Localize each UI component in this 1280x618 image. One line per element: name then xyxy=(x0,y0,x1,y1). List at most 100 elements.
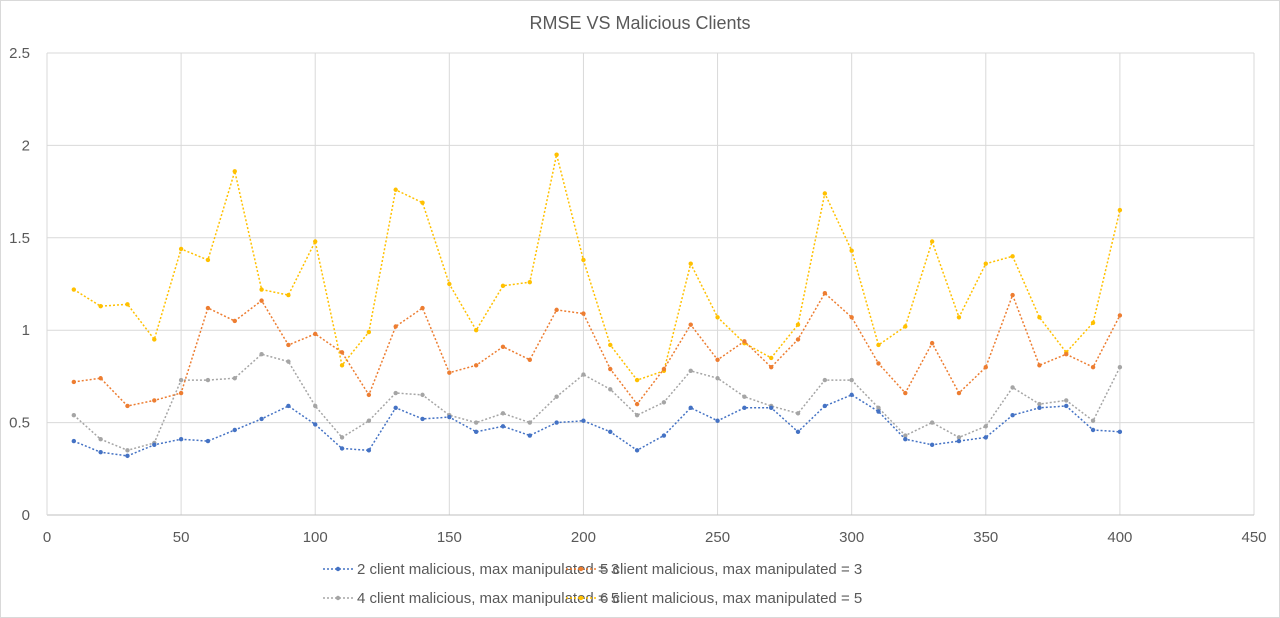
data-point xyxy=(661,433,667,438)
data-point xyxy=(1010,413,1015,418)
data-point xyxy=(473,420,479,425)
data-point xyxy=(259,352,264,357)
data-point xyxy=(178,246,184,252)
legend-entry-3: 4 client malicious, max manipulated = 5 xyxy=(323,590,619,607)
chart-title: RMSE VS Malicious Clients xyxy=(529,13,750,33)
data-point xyxy=(1037,405,1042,411)
data-point xyxy=(1064,403,1069,409)
data-point xyxy=(205,305,211,311)
data-point xyxy=(769,364,774,370)
data-point xyxy=(822,403,828,409)
data-point xyxy=(795,322,801,327)
x-tick-label: 300 xyxy=(839,529,864,546)
data-point xyxy=(581,418,586,423)
data-point xyxy=(152,398,157,403)
legend-swatch-marker xyxy=(335,595,341,601)
data-point xyxy=(71,413,77,418)
data-point xyxy=(742,394,747,399)
legend-label: 6 client malicious, max manipulated = 5 xyxy=(600,590,862,607)
data-point xyxy=(634,401,640,407)
data-point xyxy=(903,324,908,329)
data-point xyxy=(849,315,854,320)
data-point xyxy=(554,152,559,157)
data-point xyxy=(500,344,506,350)
data-point xyxy=(473,429,479,435)
y-tick-label: 0.5 xyxy=(9,415,30,432)
data-point xyxy=(581,311,586,316)
y-tick-label: 0 xyxy=(22,507,30,524)
data-point xyxy=(661,400,667,405)
legend-entry-2: 5 client malicious, max manipulated = 3 xyxy=(566,561,862,578)
data-point xyxy=(1117,429,1123,435)
data-point xyxy=(1037,315,1042,320)
series-4 xyxy=(71,152,1123,383)
data-point xyxy=(634,377,640,383)
legend-swatch-marker xyxy=(578,595,584,601)
series-line xyxy=(73,353,1121,452)
data-point xyxy=(393,324,398,329)
data-point xyxy=(420,200,425,205)
series-line xyxy=(73,154,1121,381)
data-point xyxy=(420,392,425,398)
legend-entry-4: 6 client malicious, max manipulated = 5 xyxy=(566,590,862,607)
data-point xyxy=(929,340,935,346)
data-point xyxy=(339,446,345,451)
data-point xyxy=(313,239,318,244)
data-point xyxy=(473,363,479,368)
data-point xyxy=(715,376,720,381)
data-point xyxy=(420,416,425,422)
data-point xyxy=(1010,292,1015,298)
data-point xyxy=(1064,352,1069,357)
data-point xyxy=(313,403,318,409)
series-1 xyxy=(71,392,1123,459)
data-point xyxy=(1010,385,1015,390)
data-point xyxy=(876,405,881,411)
data-point xyxy=(715,418,720,423)
data-point xyxy=(178,377,184,383)
data-point xyxy=(259,287,264,292)
y-tick-label: 2 xyxy=(22,137,30,154)
data-point xyxy=(795,337,801,342)
data-point xyxy=(929,420,935,425)
data-point xyxy=(178,390,184,396)
data-point xyxy=(903,390,908,396)
data-point xyxy=(983,261,988,266)
legend-swatch-marker xyxy=(335,566,341,572)
data-point xyxy=(929,442,935,447)
x-tick-label: 50 xyxy=(173,529,190,546)
x-tick-label: 350 xyxy=(973,529,998,546)
data-point xyxy=(527,357,532,362)
data-point xyxy=(259,416,264,422)
data-point xyxy=(715,315,720,320)
data-point xyxy=(205,257,211,263)
data-point xyxy=(447,414,452,420)
data-point xyxy=(608,366,613,372)
data-point xyxy=(313,422,318,427)
data-point xyxy=(554,394,559,399)
data-point xyxy=(527,433,532,438)
data-point xyxy=(232,318,237,324)
series-2 xyxy=(71,291,1123,409)
legend-label: 5 client malicious, max manipulated = 3 xyxy=(600,561,862,578)
axes: 0 0.5 1 1.5 2 2.5 0 50 100 150 200 250 300 350 400 450 xyxy=(9,45,1266,546)
data-point xyxy=(259,298,264,303)
data-point xyxy=(98,376,103,381)
data-point xyxy=(983,364,988,370)
data-point xyxy=(929,239,935,244)
legend-entry-1: 2 client malicious, max manipulated = 3 xyxy=(323,561,619,578)
data-point xyxy=(956,435,962,440)
data-point xyxy=(608,429,613,435)
data-point xyxy=(688,368,693,374)
data-point xyxy=(500,424,506,429)
data-point xyxy=(71,379,77,385)
legend-label: 2 client malicious, max manipulated = 3 xyxy=(357,561,619,578)
x-tick-label: 200 xyxy=(571,529,596,546)
data-point xyxy=(447,370,452,375)
data-point xyxy=(715,357,720,362)
x-tick-label: 0 xyxy=(43,529,51,546)
data-point xyxy=(983,435,988,440)
data-point xyxy=(1117,364,1123,370)
data-point xyxy=(983,424,988,429)
